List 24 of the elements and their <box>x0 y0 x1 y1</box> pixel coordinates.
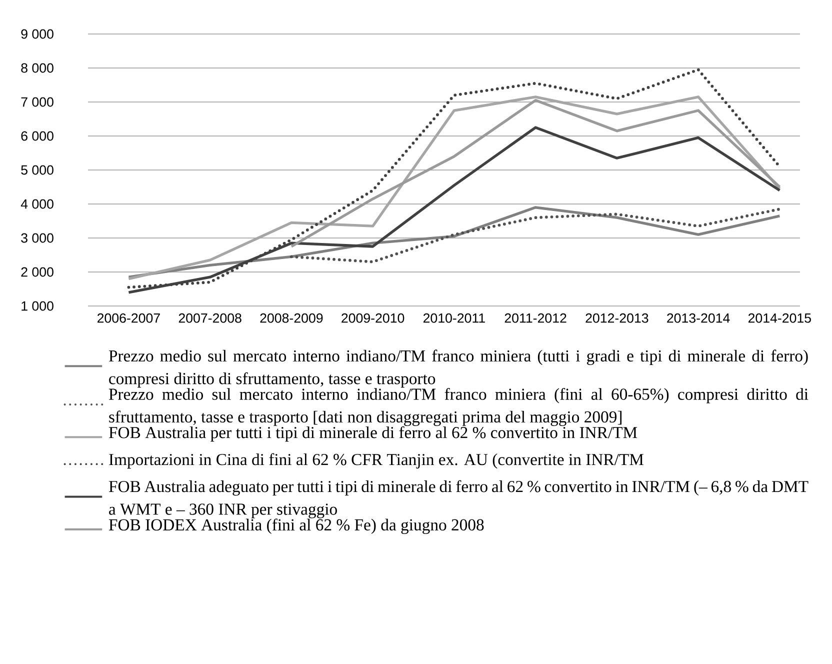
y-tick-label: 6 000 <box>21 131 54 141</box>
y-tick-label: 4 000 <box>20 199 54 209</box>
legend-label: Prezzo medio sul mercato interno indiano/TM franco miniera (tutti i gradi e tipi di minerale di ferro) compresi diritto di sfruttamento, tasse e trasporto <box>108 350 808 388</box>
legend-label: Importazioni in Cina di fini al 62 % CFR Tianjin ex. AU (convertite in INR/TM <box>109 453 644 469</box>
y-tick-label: 2 000 <box>21 267 54 277</box>
legend-label: Prezzo medio sul mercato interno indiano/TM franco miniera (fini al 60-65%) compresi diritto di sfruttamento, tasse e trasporto [dati non disaggregati prima del maggio 2009] <box>108 388 808 426</box>
x-tick-label: 2009-2010 <box>342 313 404 323</box>
y-tick-label: 5 000 <box>21 165 54 175</box>
y-tick-label: 3 000 <box>21 233 54 243</box>
y-tick-label: 9 000 <box>21 29 54 39</box>
legend-label: FOB IODEX Australia (fini al 62 % Fe) da giugno 2008 <box>108 518 484 534</box>
x-tick-label: 2011-2012 <box>504 313 566 323</box>
x-tick-label: 2010-2011 <box>423 313 485 323</box>
y-tick-label: 7 000 <box>21 97 54 107</box>
x-tick-label: 2012-2013 <box>586 313 648 323</box>
x-tick-label: 2007-2008 <box>178 313 242 323</box>
legend-label: FOB Australia adeguato per tutti i tipi di minerale di ferro al 62 % convertito in INR/TM (– 6,8 % da DMT a WMT e – 360 INR per stivaggio <box>108 480 808 518</box>
y-tick-label: 1 000 <box>22 301 54 311</box>
x-tick-label: 2013-2014 <box>667 313 730 323</box>
y-tick-label: 8 000 <box>21 63 54 73</box>
x-tick-label: 2006-2007 <box>97 313 160 323</box>
x-tick-label: 2008-2009 <box>260 313 323 323</box>
x-tick-label: 2014-2015 <box>748 313 811 323</box>
legend-label: FOB Australia per tutti i tipi di minerale di ferro al 62 % convertito in INR/TM <box>108 426 638 442</box>
